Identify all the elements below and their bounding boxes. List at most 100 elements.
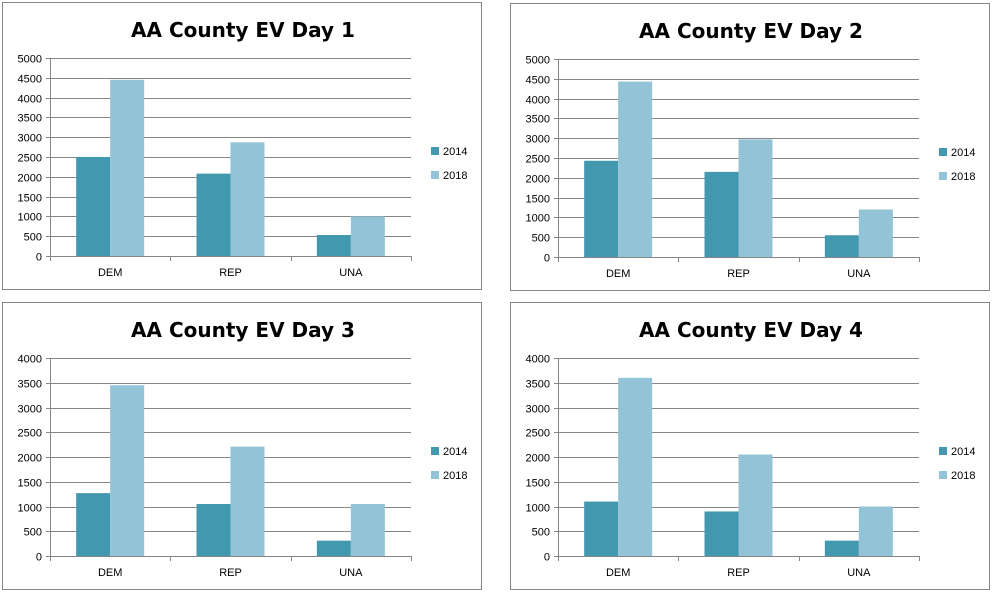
y-tick-label: 3500 <box>526 379 550 391</box>
bar-2014-rep <box>196 173 231 256</box>
bar-2018-dem <box>110 385 145 556</box>
y-tick-label: 0 <box>36 552 42 564</box>
y-tick-label: 1000 <box>18 503 42 515</box>
y-tick-label: 500 <box>532 527 550 539</box>
bar-2018-una <box>858 506 893 556</box>
y-tick-label: 1500 <box>526 478 550 490</box>
y-tick-label: 1000 <box>526 503 550 515</box>
legend-label: 2018 <box>951 171 975 183</box>
y-tick-label: 3500 <box>526 114 550 126</box>
x-tick-label: DEM <box>606 268 630 280</box>
y-tick-label: 1000 <box>526 213 550 225</box>
bar-2014-rep <box>704 171 739 257</box>
bar-2014-una <box>316 540 351 556</box>
y-tick-label: 4000 <box>526 354 550 366</box>
legend-swatch <box>939 172 947 180</box>
chart-day-3: AA County EV Day 3 0 500 1000 1500 2000 2500 30… <box>18 318 468 579</box>
x-tick-label: DEM <box>98 267 122 279</box>
y-tick-label: 3000 <box>526 404 550 416</box>
legend-label: 2014 <box>443 146 467 158</box>
y-tick-label: 2500 <box>526 154 550 166</box>
x-tick-label: DEM <box>606 567 630 579</box>
legend-swatch <box>431 471 439 479</box>
y-tick-label: 3500 <box>18 379 42 391</box>
y-tick-label: 1500 <box>18 193 42 205</box>
chart-title: AA County EV Day 1 <box>131 18 355 42</box>
bar-2014-dem <box>76 157 111 256</box>
y-tick-label: 4000 <box>526 95 550 107</box>
y-tick-label: 2000 <box>18 453 42 465</box>
legend-label: 2014 <box>951 446 975 458</box>
chart-panel-day-1: AA County EV Day 1 0 500 1000 1500 2000 2500 30… <box>2 2 482 290</box>
bar-2014-dem <box>584 501 619 556</box>
chart-day-4: AA County EV Day 4 0 500 1000 1500 2000 2500 30… <box>526 318 976 579</box>
legend-swatch <box>431 147 439 155</box>
x-tick-label: UNA <box>339 567 363 579</box>
y-tick-label: 4500 <box>526 75 550 87</box>
bar-2018-rep <box>230 142 265 256</box>
chart-day-1: AA County EV Day 1 0 500 1000 1500 2000 2500 30… <box>18 18 468 279</box>
bar-2018-rep <box>230 446 265 556</box>
y-tick-label: 2000 <box>526 453 550 465</box>
y-tick-label: 3000 <box>18 404 42 416</box>
bar-2018-dem <box>618 377 653 556</box>
bar-2018-dem <box>618 81 653 258</box>
legend-swatch <box>431 171 439 179</box>
x-tick-label: REP <box>727 567 750 579</box>
y-tick-label: 2500 <box>18 428 42 440</box>
bar-2014-una <box>824 235 859 257</box>
y-tick-label: 500 <box>24 527 42 539</box>
y-tick-label: 2000 <box>526 174 550 186</box>
bar-2014-una <box>824 540 859 556</box>
chart-panel-day-2: AA County EV Day 2 0 500 1000 1500 2000 2500 30… <box>510 3 990 291</box>
x-tick-label: REP <box>219 267 242 279</box>
x-tick-label: REP <box>727 268 750 280</box>
y-tick-label: 2000 <box>18 173 42 185</box>
bar-2018-rep <box>738 454 773 556</box>
y-tick-label: 2500 <box>526 428 550 440</box>
y-tick-label: 3500 <box>18 113 42 125</box>
x-tick-label: UNA <box>847 567 871 579</box>
legend-swatch <box>939 447 947 455</box>
y-tick-label: 4500 <box>18 74 42 86</box>
bar-2018-una <box>858 209 893 257</box>
bar-2018-una <box>350 216 385 256</box>
legend-label: 2018 <box>443 470 467 482</box>
chart-day-2: AA County EV Day 2 0 500 1000 1500 2000 2500 30… <box>526 19 976 280</box>
y-tick-label: 5000 <box>18 54 42 66</box>
y-tick-label: 1500 <box>526 194 550 206</box>
bar-2014-rep <box>704 511 739 556</box>
legend-label: 2018 <box>443 170 467 182</box>
y-tick-label: 500 <box>532 233 550 245</box>
y-tick-label: 0 <box>544 253 550 265</box>
bar-2014-dem <box>584 160 619 257</box>
bar-2018-dem <box>110 79 145 256</box>
chart-title: AA County EV Day 3 <box>131 318 355 342</box>
legend-swatch <box>939 148 947 156</box>
y-tick-label: 3000 <box>526 134 550 146</box>
legend-swatch <box>939 471 947 479</box>
x-tick-label: UNA <box>847 268 871 280</box>
legend-label: 2018 <box>951 470 975 482</box>
y-tick-label: 2500 <box>18 153 42 165</box>
y-tick-label: 0 <box>544 552 550 564</box>
y-tick-label: 0 <box>36 252 42 264</box>
y-tick-label: 1500 <box>18 478 42 490</box>
y-tick-label: 3000 <box>18 133 42 145</box>
x-tick-label: DEM <box>98 567 122 579</box>
legend-swatch <box>431 447 439 455</box>
chart-panel-day-3: AA County EV Day 3 0 500 1000 1500 2000 2500 30… <box>2 302 482 590</box>
bar-2014-rep <box>196 504 231 556</box>
x-tick-label: REP <box>219 567 242 579</box>
y-tick-label: 1000 <box>18 212 42 224</box>
bar-2014-una <box>316 235 351 256</box>
y-tick-label: 500 <box>24 232 42 244</box>
y-tick-label: 4000 <box>18 354 42 366</box>
bar-2014-dem <box>76 493 111 556</box>
y-tick-label: 4000 <box>18 94 42 106</box>
legend-label: 2014 <box>951 147 975 159</box>
bar-2018-rep <box>738 139 773 257</box>
x-tick-label: UNA <box>339 267 363 279</box>
legend-label: 2014 <box>443 446 467 458</box>
y-tick-label: 5000 <box>526 55 550 67</box>
